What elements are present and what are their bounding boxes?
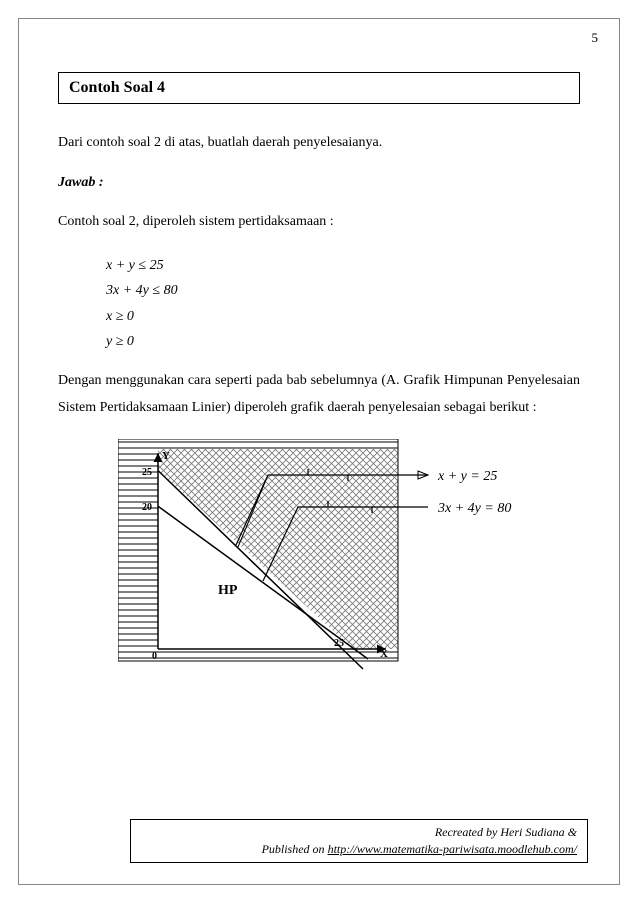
footer-line1: Recreated by Heri Sudiana & xyxy=(141,824,577,841)
page-number: 5 xyxy=(592,30,599,46)
jawab-label: Jawab : xyxy=(58,175,580,191)
solution-region-chart: 25 20 25 0 X Y HP x + y = 25 3x + 4y = 8… xyxy=(118,439,548,679)
line2-equation-label: 3x + 4y = 80 xyxy=(438,501,511,517)
footer-link[interactable]: http://www.matematika-pariwisata.moodleh… xyxy=(328,842,577,856)
svg-text:Y: Y xyxy=(162,450,170,462)
example-title: Contoh Soal 4 xyxy=(69,79,165,96)
inequality-line: x + y ≤ 25 xyxy=(106,253,580,278)
svg-text:0: 0 xyxy=(152,651,157,662)
svg-text:25: 25 xyxy=(142,467,152,478)
footer-prefix: Published on xyxy=(262,842,328,856)
footer-credits: Recreated by Heri Sudiana & Published on… xyxy=(130,819,588,863)
footer-line2: Published on http://www.matematika-pariw… xyxy=(141,841,577,858)
inequality-line: 3x + 4y ≤ 80 xyxy=(106,278,580,303)
svg-text:X: X xyxy=(380,648,388,660)
content-area: Contoh Soal 4 Dari contoh soal 2 di atas… xyxy=(58,72,580,679)
lead-in-text: Contoh soal 2, diperoleh sistem pertidak… xyxy=(58,209,580,236)
svg-text:25: 25 xyxy=(334,638,344,649)
intro-text: Dari contoh soal 2 di atas, buatlah daer… xyxy=(58,130,580,157)
inequality-line: y ≥ 0 xyxy=(106,329,580,354)
inequality-line: x ≥ 0 xyxy=(106,304,580,329)
example-title-box: Contoh Soal 4 xyxy=(58,72,580,104)
svg-text:HP: HP xyxy=(218,583,238,598)
inequality-system: x + y ≤ 25 3x + 4y ≤ 80 x ≥ 0 y ≥ 0 xyxy=(106,253,580,354)
svg-text:20: 20 xyxy=(142,502,152,513)
line1-equation-label: x + y = 25 xyxy=(438,469,497,485)
body-text: Dengan menggunakan cara seperti pada bab… xyxy=(58,368,580,421)
